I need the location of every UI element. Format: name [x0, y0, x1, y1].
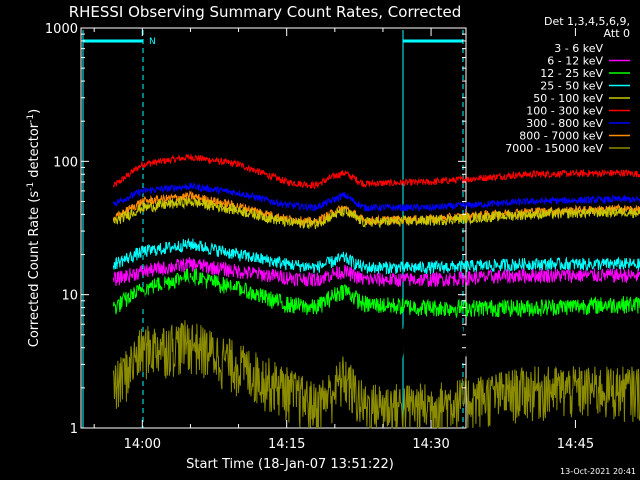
legend-entry-label: 100 - 300 keV: [526, 105, 603, 118]
chart-title: RHESSI Observing Summary Count Rates, Co…: [69, 3, 462, 21]
series-line: [112, 320, 640, 429]
series-line: [112, 238, 640, 275]
legend-entry-label: 7000 - 15000 keV: [505, 142, 603, 155]
legend-entry-label: 3 - 6 keV: [554, 42, 603, 55]
legend-entry-label: 800 - 7000 keV: [519, 130, 603, 143]
series-line: [112, 257, 640, 288]
y-tick-label: 1000: [45, 22, 78, 37]
axis-ticks: 14:0014:1514:3014:4515:0015:1515:3011010…: [45, 22, 594, 452]
x-tick-label: 14:45: [557, 437, 594, 452]
series-line: [112, 154, 640, 190]
y-tick-label: 1: [70, 422, 78, 437]
legend-entry-label: 6 - 12 keV: [547, 55, 603, 68]
night-marker-label: N: [149, 37, 156, 47]
y-tick-label: 100: [53, 155, 78, 170]
orbit-markers: N: [82, 30, 464, 428]
series-line: [112, 268, 640, 319]
legend-entry-label: 50 - 100 keV: [533, 92, 603, 105]
x-axis-label: Start Time (18-Jan-07 13:51:22): [186, 457, 394, 472]
plot-frame: [80, 27, 467, 429]
legend-entry-label: 300 - 800 keV: [526, 117, 603, 130]
plot-area: [80, 27, 467, 429]
y-tick-label: 10: [61, 289, 78, 304]
series-line: [112, 196, 640, 230]
series-lines: [112, 154, 640, 429]
footer-date: 13-Oct-2021 20:41: [560, 467, 636, 476]
legend-header-line-1: Det 1,3,4,5,6,9,: [544, 15, 630, 28]
x-tick-label: 14:15: [268, 437, 305, 452]
series-line: [112, 277, 640, 367]
legend-entry-label: 25 - 50 keV: [540, 80, 603, 93]
x-tick-label: 14:30: [412, 437, 449, 452]
legend-header-line-2: Att 0: [604, 27, 630, 40]
x-tick-label: 14:00: [124, 437, 161, 452]
legend-entry-label: 12 - 25 keV: [540, 67, 603, 80]
y-axis-label: Corrected Count Rate (s-1 detector-1): [26, 109, 42, 347]
series-line: [112, 181, 640, 213]
